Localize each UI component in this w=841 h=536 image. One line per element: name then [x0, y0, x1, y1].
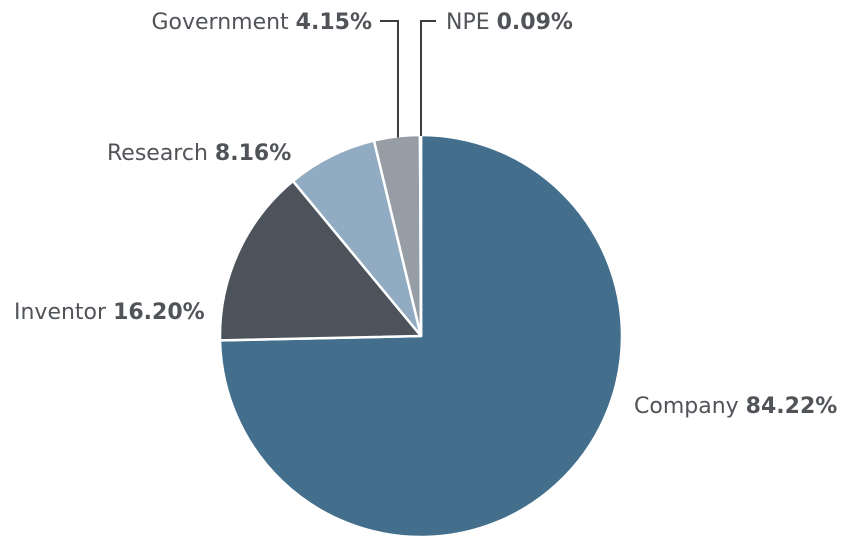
label-inventor-value: 16.20% [113, 300, 205, 325]
label-research-value: 8.16% [215, 141, 291, 166]
label-government-name: Government [151, 10, 289, 35]
label-npe-name: NPE [446, 10, 490, 35]
leader-line-npe [420, 20, 436, 137]
label-npe: NPE 0.09% [446, 10, 573, 35]
label-research-name: Research [107, 141, 208, 166]
label-company-value: 84.22% [746, 394, 838, 419]
label-inventor-name: Inventor [14, 300, 107, 325]
leader-lines [380, 20, 436, 138]
pie-slices [218, 133, 624, 536]
label-company: Company 84.22% [634, 394, 837, 419]
label-government-value: 4.15% [296, 10, 372, 35]
label-research: Research 8.16% [107, 141, 291, 166]
label-inventor: Inventor 16.20% [14, 300, 205, 325]
label-npe-value: 0.09% [497, 10, 573, 35]
leader-line-government [380, 20, 399, 138]
label-government: Government 4.15% [151, 10, 372, 35]
label-company-name: Company [634, 394, 739, 419]
pie-slice-inventor [218, 179, 423, 342]
pie-slice-npe [418, 133, 423, 338]
